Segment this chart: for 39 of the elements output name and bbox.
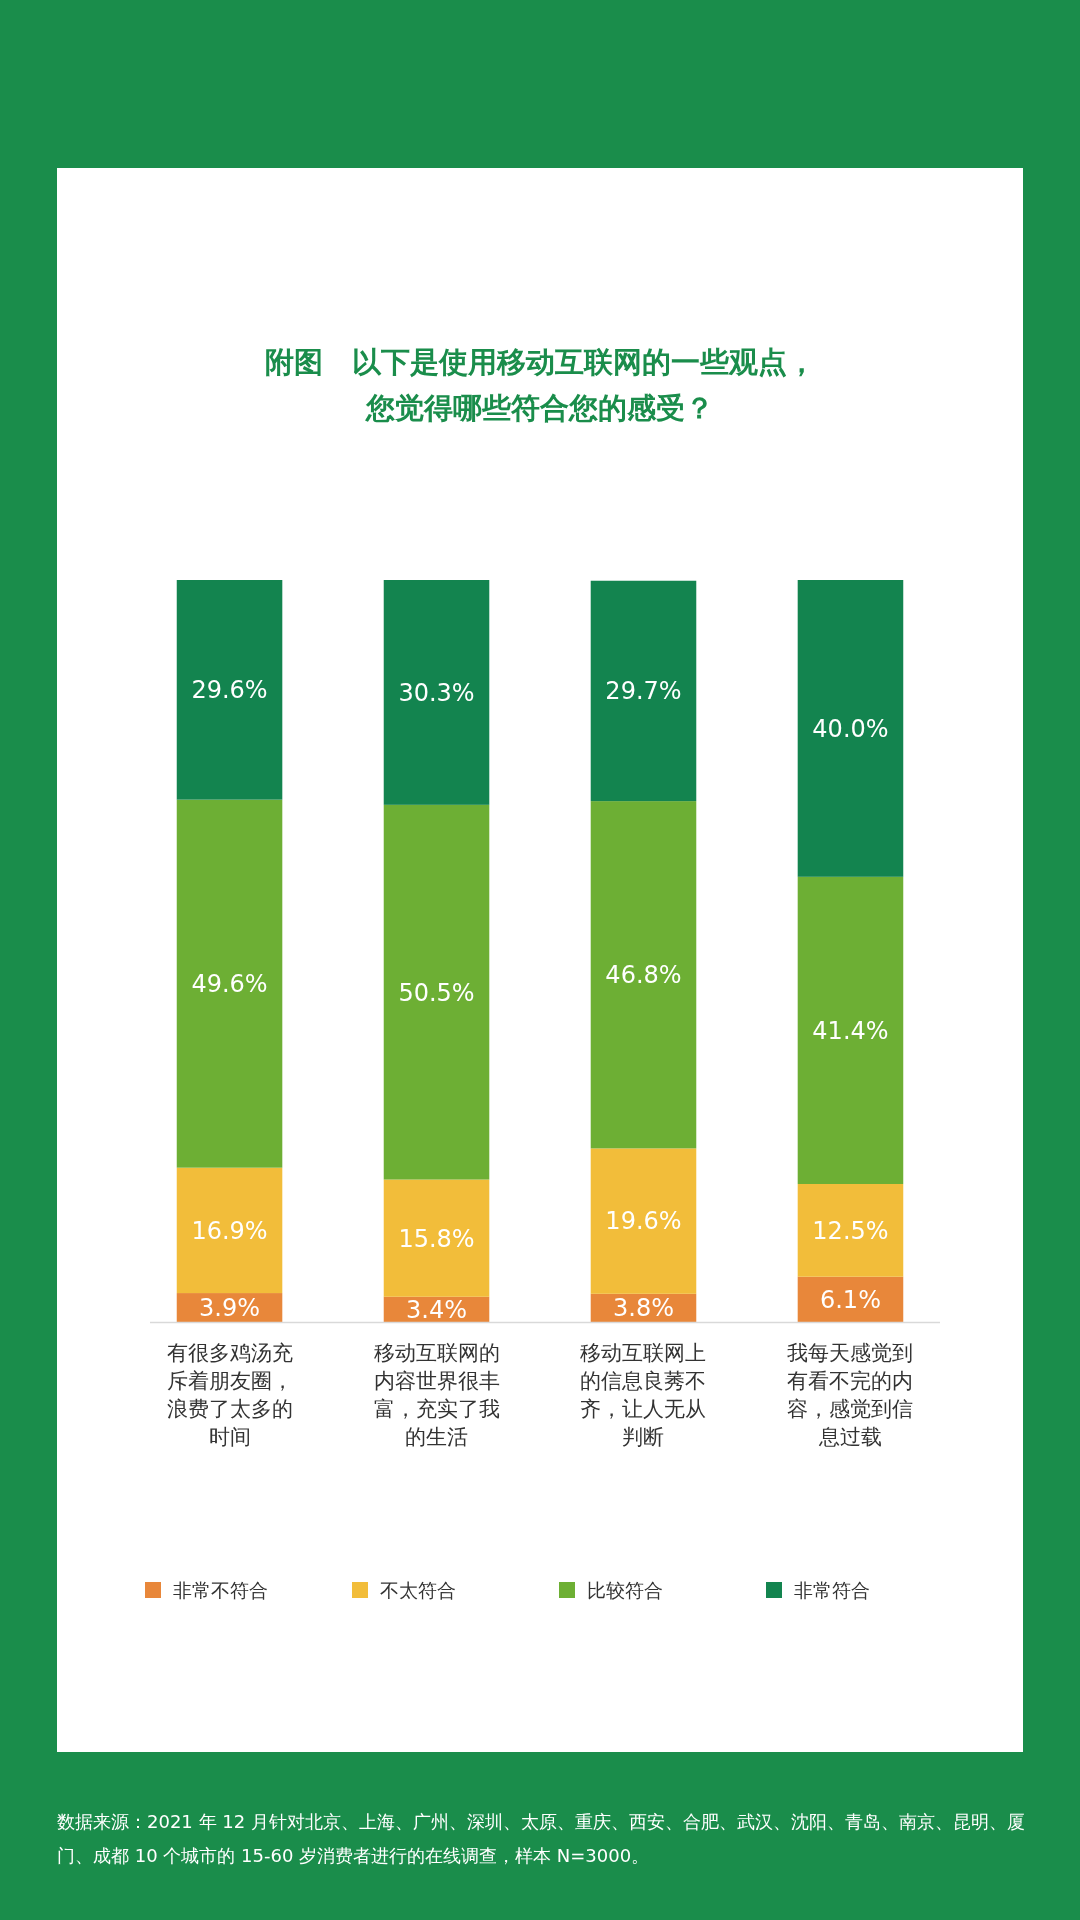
source-note: 数据来源：2021 年 12 月针对北京、上海、广州、深圳、太原、重庆、西安、合肥、武汉、沈阳、青岛、南京、昆明、厦门、成都 10 个城市的 15-60 岁消费者进行的在线调查，样本 N=3000。 (57, 1811, 1025, 1866)
legend-label: 非常不符合 (173, 1578, 268, 1601)
data-label: 41.4% (812, 1016, 889, 1045)
legend-label: 比较符合 (587, 1578, 663, 1601)
data-label: 30.3% (398, 678, 475, 707)
data-label: 6.1% (819, 1285, 881, 1314)
bar (590, 801, 697, 1149)
data-label: 29.6% (191, 676, 268, 705)
bar (176, 1167, 283, 1294)
x-tick-label: 移动互联网上的信息良莠不齐，让人无从判断 (580, 1341, 707, 1449)
data-label: 46.8% (605, 961, 682, 990)
data-label: 3.4% (406, 1295, 467, 1324)
bar (797, 1276, 904, 1322)
bar (383, 804, 490, 1180)
legend-label: 不太符合 (380, 1578, 456, 1601)
data-label: 12.5% (812, 1216, 889, 1245)
bar (176, 799, 283, 1168)
data-label: 49.6% (191, 970, 268, 999)
data-label: 3.9% (199, 1293, 261, 1322)
bar (797, 1183, 904, 1277)
bar (383, 1179, 490, 1297)
x-tick-label: 有很多鸡汤充斥着朋友圈，浪费了太多的时间 (166, 1341, 293, 1449)
bar (383, 580, 490, 805)
bar (590, 1148, 697, 1294)
x-tick-label: 我每天感觉到有看不完的内容，感觉到信息过载 (787, 1341, 914, 1449)
data-label: 19.6% (605, 1207, 682, 1236)
legend-label: 非常符合 (794, 1578, 870, 1601)
x-tick-label: 移动互联网的内容世界很丰富，充实了我的生活 (373, 1341, 500, 1449)
bar (176, 580, 283, 800)
data-label: 50.5% (398, 978, 475, 1007)
data-label: 16.9% (191, 1216, 268, 1245)
chart-title: 附图 以下是使用移动互联网的一些观点，您觉得哪些符合您的感受？ (264, 345, 816, 425)
bar (797, 876, 904, 1184)
data-label: 15.8% (398, 1224, 475, 1253)
bar (797, 580, 904, 877)
bar (590, 580, 697, 802)
data-label: 3.8% (613, 1294, 674, 1323)
data-label: 40.0% (812, 714, 889, 743)
data-label: 29.7% (605, 677, 682, 706)
